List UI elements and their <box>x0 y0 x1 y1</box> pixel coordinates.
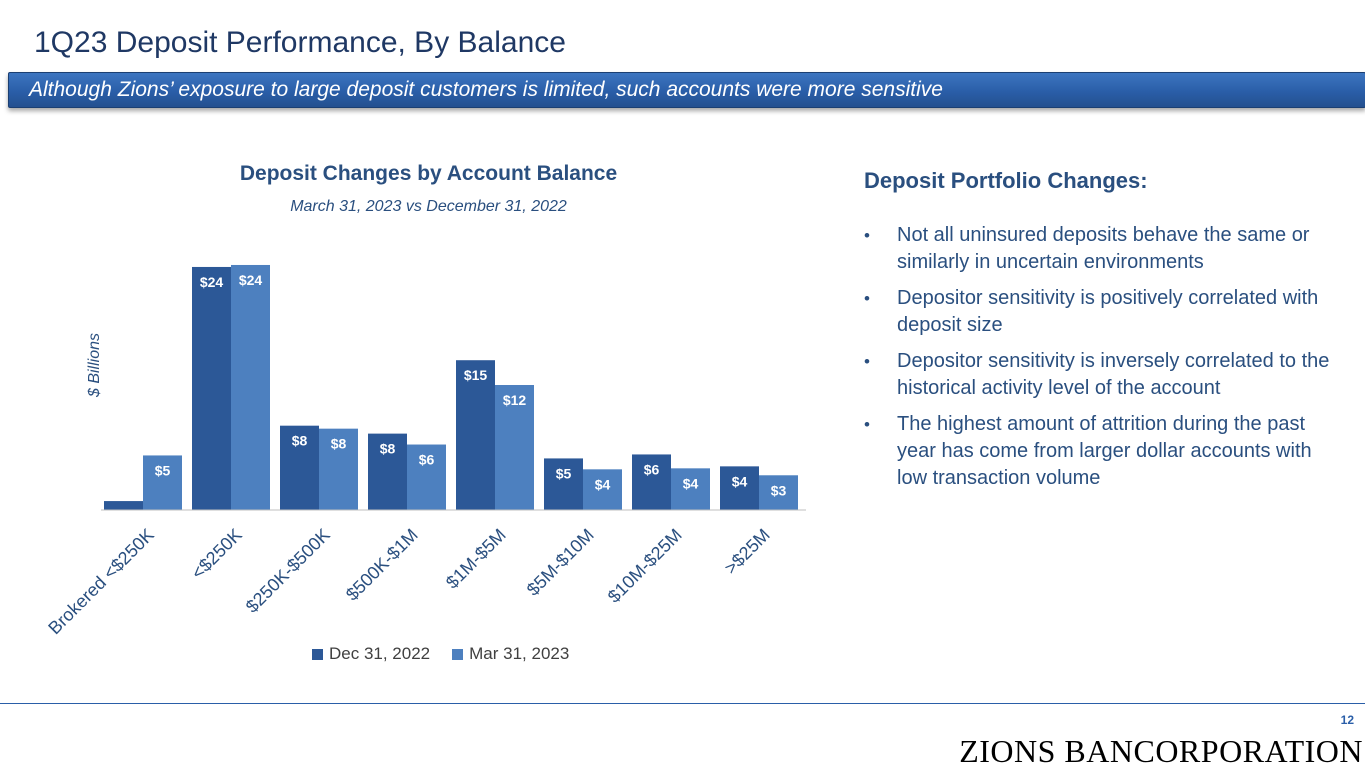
data-label: $4 <box>732 473 748 489</box>
legend-label-dec: Dec 31, 2022 <box>329 644 431 663</box>
bar-dec <box>632 454 671 510</box>
legend-label-mar: Mar 31, 2023 <box>469 644 570 663</box>
y-axis-title: $ Billions <box>86 333 103 398</box>
bar-mar <box>407 444 446 510</box>
x-tick-label: $1M-$5M <box>442 525 510 593</box>
bullet-text: Depositor sensitivity is inversely corre… <box>897 350 1330 399</box>
x-tick-label: $500K-$1M <box>342 525 422 605</box>
bullet-item: • Depositor sensitivity is positively cor… <box>864 285 1334 339</box>
legend-item-dec: Dec 31, 2022 <box>312 644 430 664</box>
bar-mar <box>231 264 270 510</box>
legend-swatch-mar <box>452 648 464 660</box>
bullet-text: Not all uninsured deposits behave the sa… <box>897 224 1310 273</box>
bullet-icon: • <box>864 415 870 434</box>
portfolio-bullets: • Not all uninsured deposits behave the s… <box>864 222 1334 501</box>
bar-dec <box>368 433 407 510</box>
bullet-text: The highest amount of attrition during t… <box>897 413 1312 489</box>
data-label: $24 <box>239 272 263 288</box>
data-label: $8 <box>331 436 347 452</box>
page-number: 12 <box>1340 713 1354 727</box>
data-label: $3 <box>771 482 787 498</box>
portfolio-heading: Deposit Portfolio Changes: <box>864 168 1148 193</box>
brand-logo: ZIONS BANCORPORATION <box>959 733 1363 769</box>
bar-dec <box>192 266 231 510</box>
x-tick-label: <$250K <box>187 525 245 583</box>
bar-mar <box>759 475 798 510</box>
data-label: $24 <box>200 274 224 290</box>
data-label: $6 <box>644 461 660 477</box>
bullet-icon: • <box>864 226 870 245</box>
chart-legend: Dec 31, 2022 Mar 31, 2023 <box>312 644 591 664</box>
data-label: $12 <box>503 392 527 408</box>
bar-mar <box>671 468 710 510</box>
footer-divider <box>0 703 1365 704</box>
bullet-item: • Not all uninsured deposits behave the s… <box>864 222 1334 276</box>
legend-swatch-dec <box>312 648 323 660</box>
data-label: $15 <box>464 367 488 383</box>
bar-chart: $ Billions $1 $5 Brokered <$250K $24 $24 <$250… <box>44 264 806 639</box>
data-label: $5 <box>556 465 572 481</box>
bar-mar <box>143 455 182 510</box>
chart-title: Deposit Changes by Account Balance <box>239 162 618 185</box>
bar-dec <box>280 425 319 510</box>
subtitle-banner: Although Zions’ exposure to large deposi… <box>8 72 1365 108</box>
x-tick-label: $250K-$500K <box>242 525 334 617</box>
x-tick-label: $10M-$25M <box>604 525 686 607</box>
bullet-item: • Depositor sensitivity is inversely corr… <box>864 348 1334 402</box>
slide-title: 1Q23 Deposit Performance, By Balance <box>34 26 566 59</box>
x-tick-label: $5M-$10M <box>523 525 598 600</box>
bar-mar <box>583 469 622 510</box>
data-label: $1 <box>116 508 132 524</box>
bar-dec <box>456 360 495 510</box>
data-label: $6 <box>419 452 435 468</box>
bullet-item: • The highest amount of attrition during … <box>864 411 1334 492</box>
banner-text: Although Zions’ exposure to large deposi… <box>29 78 943 101</box>
bar-dec <box>104 501 143 510</box>
bar-dec <box>544 458 583 510</box>
data-label: $8 <box>380 441 396 457</box>
bullet-icon: • <box>864 289 870 308</box>
data-label: $4 <box>595 476 611 492</box>
bullet-icon: • <box>864 352 870 371</box>
data-label: $8 <box>292 433 308 449</box>
bullet-text: Depositor sensitivity is positively corr… <box>897 287 1319 336</box>
data-label: $5 <box>155 462 171 478</box>
legend-item-mar: Mar 31, 2023 <box>452 644 569 664</box>
bar-dec <box>720 466 759 510</box>
chart-subtitle: March 31, 2023 vs December 31, 2022 <box>290 198 567 215</box>
x-tick-label: Brokered <$250K <box>44 525 158 639</box>
bar-mar <box>319 428 358 510</box>
bar-mar <box>495 385 534 510</box>
x-tick-label: >$25M <box>720 525 773 578</box>
data-label: $4 <box>683 475 699 491</box>
